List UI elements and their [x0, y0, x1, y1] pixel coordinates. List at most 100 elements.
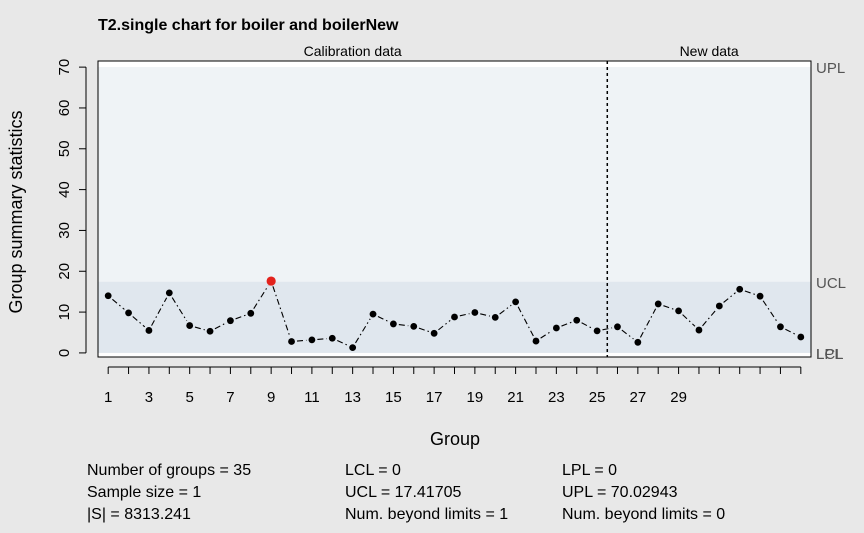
data-point	[145, 327, 153, 334]
series-segment	[171, 297, 188, 322]
stat-beyond-control-limits: Num. beyond limits = 1	[345, 506, 509, 523]
series-segment	[253, 285, 269, 309]
series-segment	[480, 313, 491, 317]
series-segment	[723, 292, 736, 303]
x-axis: 1 3 5 7 9 11 13 15 17 19 21 23 25 27 29	[104, 366, 802, 406]
series-segment	[602, 327, 613, 331]
data-point	[491, 313, 499, 321]
series-segment	[682, 314, 696, 327]
x-tick-label: 3	[145, 389, 153, 406]
series-segment	[663, 305, 674, 310]
data-point	[777, 323, 784, 331]
x-tick-label: 1	[104, 389, 112, 406]
stat-ucl: UCL = 17.41705	[345, 484, 462, 501]
series-segment	[540, 330, 553, 339]
x-tick-label: 29	[670, 389, 687, 406]
y-tick-label: 0	[56, 349, 73, 357]
data-point	[756, 292, 764, 300]
data-point	[328, 334, 336, 342]
y-tick-label: 10	[56, 304, 73, 321]
series-segment	[214, 322, 226, 330]
data-point	[430, 329, 438, 337]
x-tick-label: 27	[629, 389, 646, 406]
x-tick-label: 23	[548, 389, 565, 406]
series-segment	[459, 313, 470, 317]
series-segment	[337, 340, 348, 346]
stats-column-prediction-limits: LPL = 0 UPL = 70.02943 Num. beyond limit…	[562, 460, 725, 526]
data-point	[715, 302, 723, 310]
plot-frame	[97, 60, 812, 358]
series-segment	[702, 309, 717, 327]
stat-sample-size: Sample size = 1	[87, 484, 202, 501]
data-point	[675, 307, 682, 315]
ucl-label: UCL	[816, 275, 846, 292]
x-tick-label: 7	[226, 389, 234, 406]
series-segment	[355, 318, 371, 344]
data-point	[573, 316, 581, 324]
section-label-new-data: New data	[680, 43, 739, 59]
series-segment	[398, 324, 409, 327]
series-segment	[639, 308, 657, 338]
lpl-label: LPL	[816, 346, 843, 363]
y-tick-label: 30	[56, 222, 73, 239]
x-axis-title: Group	[430, 429, 480, 449]
y-tick-label: 50	[56, 140, 73, 157]
chart-title: T2.single chart for boiler and boilerNew	[98, 17, 399, 34]
y-tick-label: 70	[56, 59, 73, 76]
data-point	[695, 326, 703, 334]
data-point	[532, 337, 540, 345]
data-point	[614, 323, 621, 331]
data-point	[593, 327, 601, 335]
series-segment	[151, 297, 168, 326]
series-segment	[296, 339, 307, 342]
lcl-label: LCL	[816, 346, 844, 363]
y-axis-title: Group summary statistics	[6, 110, 26, 313]
upl-label: UPL	[816, 60, 845, 77]
stat-beyond-prediction-limits: Num. beyond limits = 0	[562, 506, 726, 523]
stat-upl: UPL = 70.02943	[562, 484, 678, 501]
data-point	[165, 289, 173, 297]
series-segment	[561, 321, 572, 327]
y-axis: 0 10 20 30 40 50 60 70	[56, 59, 87, 357]
stat-lcl: LCL = 0	[345, 462, 401, 479]
data-point	[288, 338, 295, 345]
series-segment	[418, 327, 430, 333]
series-segment	[317, 338, 327, 340]
x-tick-label: 19	[467, 389, 484, 406]
data-point	[654, 300, 662, 308]
x-tick-label: 9	[267, 389, 275, 406]
stats-column-control-limits: LCL = 0 UCL = 17.41705 Num. beyond limit…	[345, 460, 508, 526]
y-tick-label: 40	[56, 181, 73, 198]
data-point	[797, 333, 805, 341]
data-point	[308, 336, 316, 344]
t2-control-chart: T2.single chart for boiler and boilerNew…	[6, 17, 847, 449]
data-point	[247, 309, 255, 317]
section-label-calibration: Calibration data	[304, 43, 402, 59]
series-segment	[272, 286, 291, 337]
series-segment	[235, 314, 246, 320]
series-segment	[194, 326, 205, 331]
series-line-group	[112, 285, 797, 346]
series-segment	[621, 329, 634, 340]
series-segment	[438, 320, 451, 331]
stat-number-of-groups: Number of groups = 35	[87, 462, 252, 479]
data-point	[512, 298, 520, 306]
y-tick-label: 60	[56, 100, 73, 117]
data-point	[104, 292, 112, 300]
data-point	[410, 322, 418, 330]
y-tick-label: 20	[56, 263, 73, 280]
data-point	[369, 310, 377, 318]
data-point	[206, 327, 214, 335]
x-tick-label: 13	[344, 389, 361, 406]
data-point	[349, 344, 357, 352]
data-point	[736, 285, 744, 293]
stat-lpl: LPL = 0	[562, 462, 618, 479]
x-tick-label: 21	[507, 389, 524, 406]
data-point-group	[104, 276, 805, 352]
stat-determinant: |S| = 8313.241	[87, 506, 191, 523]
data-point	[125, 309, 132, 317]
data-point	[634, 338, 642, 346]
series-segment	[377, 316, 389, 323]
data-point	[186, 322, 194, 329]
